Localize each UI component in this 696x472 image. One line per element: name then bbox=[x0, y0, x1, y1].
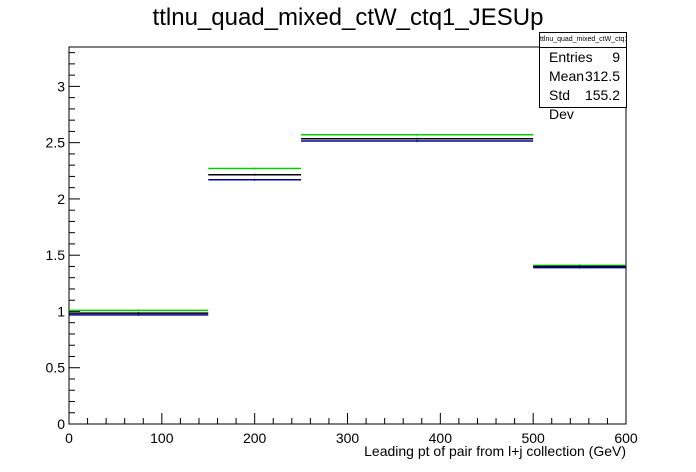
x-tick-label: 0 bbox=[65, 430, 73, 446]
stats-row-mean: Mean 312.5 bbox=[540, 67, 626, 86]
y-tick-label: 0 bbox=[57, 416, 65, 432]
stats-row-entries: Entries 9 bbox=[540, 48, 626, 67]
stats-value: 9 bbox=[612, 49, 620, 65]
stats-value: 312.5 bbox=[584, 68, 620, 84]
stats-row-stddev: Std Dev 155.2 bbox=[540, 86, 626, 122]
series-group bbox=[69, 133, 626, 316]
x-tick-label: 600 bbox=[614, 430, 638, 446]
y-tick-label: 1.5 bbox=[46, 247, 66, 263]
stats-value: 155.2 bbox=[584, 87, 620, 103]
x-tick-label: 100 bbox=[150, 430, 174, 446]
stats-box: ttlnu_quad_mixed_ctW_ctq1_JESUp Entries … bbox=[539, 32, 627, 122]
x-axis-label: Leading pt of pair from l+j collection (… bbox=[364, 443, 626, 459]
stats-label: Std Dev bbox=[549, 87, 574, 122]
chart-title: ttlnu_quad_mixed_ctW_ctq1_JESUp bbox=[152, 4, 544, 31]
stats-label: Entries bbox=[549, 49, 593, 65]
y-tick-label: 3 bbox=[57, 78, 65, 94]
x-tick-label: 200 bbox=[243, 430, 267, 446]
stats-box-title: ttlnu_quad_mixed_ctW_ctq1_JESUp bbox=[540, 33, 626, 48]
x-tick-label: 400 bbox=[429, 430, 453, 446]
axes-group: 0 100 200 300 400 500 600 0 0.5 1 1.5 2 2.5 3 bbox=[46, 52, 638, 446]
stats-label: Mean bbox=[549, 68, 585, 84]
y-tick-label: 2 bbox=[57, 191, 65, 207]
y-tick-label: 2.5 bbox=[46, 135, 66, 151]
y-tick-label: 1 bbox=[57, 303, 65, 319]
x-tick-label: 300 bbox=[336, 430, 360, 446]
y-tick-label: 0.5 bbox=[46, 360, 66, 376]
x-tick-label: 500 bbox=[521, 430, 545, 446]
